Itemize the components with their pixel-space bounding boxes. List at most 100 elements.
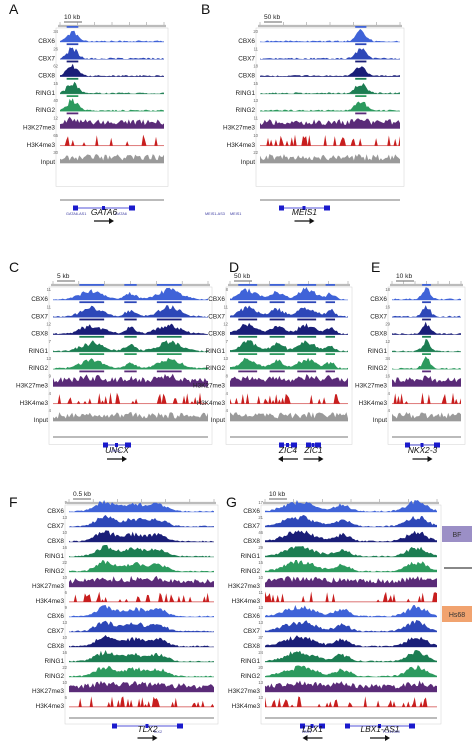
cell-type-label: Hs68 (449, 612, 465, 619)
peak-call-bar (79, 353, 105, 355)
peak-call-bar (238, 318, 258, 321)
track-max-value: 4 (49, 391, 52, 396)
gene-exon (310, 724, 314, 728)
track-max-value: 29 (258, 545, 263, 550)
cell-type-box (442, 526, 472, 542)
track-max-value: 12 (53, 116, 58, 121)
track-label-h3k27me3: H3K27me3 (32, 583, 64, 590)
signal-input (53, 412, 208, 422)
track-label-cbx7: CBX7 (47, 523, 64, 530)
track-label-ring1: RING1 (367, 348, 387, 355)
peak-call-bar (79, 335, 105, 338)
track-max-value: 9 (49, 374, 52, 379)
track-label-cbx8: CBX8 (238, 73, 255, 80)
track-max-value: 7 (226, 339, 229, 344)
peak-call-bar (79, 318, 105, 321)
track-max-value: 12 (223, 322, 228, 327)
gene-exon (73, 205, 78, 211)
track-max-value: 16 (385, 374, 390, 379)
panel-frame (387, 286, 466, 445)
track-max-value: 11 (224, 304, 229, 309)
signal-cbx6 (265, 500, 437, 512)
peak-call-bar (422, 353, 431, 355)
gene-exon (177, 723, 183, 729)
track-max-value: 6 (65, 695, 68, 700)
peak-call-bar (325, 301, 336, 304)
track-max-value: 20 (253, 29, 258, 34)
track-max-value: 10 (253, 133, 258, 138)
arrow-head (122, 456, 127, 462)
signal-ring1 (53, 340, 208, 352)
track-max-value: 12 (46, 322, 51, 327)
track-label-ring2: RING2 (205, 365, 225, 372)
signal-h3k4me3 (260, 134, 400, 146)
track-label-cbx7: CBX7 (47, 628, 64, 635)
track-label-cbx6: CBX6 (38, 38, 55, 45)
track-max-value: 13 (46, 356, 51, 361)
signal-cbx6 (230, 287, 348, 300)
peak-call-bar (124, 335, 137, 338)
peak-call-bar (124, 318, 137, 321)
track-label-h3k4me3: H3K4me3 (232, 703, 261, 710)
track-max-value: 22 (253, 150, 258, 155)
signal-cbx8 (265, 635, 437, 647)
track-max-value: 18 (253, 64, 258, 69)
track-label-input: Input (34, 417, 48, 424)
signal-ring2 (60, 98, 164, 112)
track-max-value: 20 (258, 665, 263, 670)
track-label-ring1: RING1 (35, 90, 55, 97)
track-label-cbx6: CBX6 (47, 613, 64, 620)
track-max-value: 65 (53, 133, 58, 138)
signal-cbx6 (260, 29, 400, 42)
signal-h3k4me3 (265, 696, 437, 707)
track-label-cbx6: CBX6 (243, 613, 260, 620)
track-max-value: 10 (62, 635, 67, 640)
peak-call-bar (124, 284, 137, 286)
peak-call-bar (238, 335, 258, 338)
arrow-head (318, 456, 324, 462)
track-max-value: 10 (258, 575, 263, 580)
track-label-h3k27me3: H3K27me3 (16, 383, 48, 390)
track-max-value: 24 (258, 650, 263, 655)
panel-frame (55, 27, 169, 187)
gene-exon (311, 443, 315, 447)
signal-cbx8 (60, 63, 164, 77)
panel-frame (255, 27, 405, 187)
track-label-h3k4me3: H3K4me3 (359, 400, 388, 407)
track-label-ring2: RING2 (240, 673, 260, 680)
gene-exon (434, 442, 440, 448)
gene-name: ZIC4 (278, 445, 297, 455)
track-max-value: 18 (385, 287, 390, 292)
track-label-cbx7: CBX7 (370, 313, 387, 320)
signal-h3k27me3 (230, 374, 348, 387)
peak-call-bar (238, 370, 258, 373)
peak-call-bar (422, 370, 431, 373)
gene-name: MEIS1 (292, 207, 317, 217)
track-max-value: 4 (226, 391, 229, 396)
peak-call-bar (238, 301, 258, 304)
track-label-ring1: RING1 (44, 553, 64, 560)
cell-type-label: BF (453, 532, 462, 539)
peak-call-bar (66, 43, 79, 46)
peak-call-bar (238, 353, 258, 355)
signal-h3k27me3 (265, 680, 437, 692)
arrow-head (427, 456, 433, 462)
gene-exon (315, 442, 321, 448)
gene-exon (319, 723, 325, 729)
signal-input (392, 412, 461, 422)
gene-name: TLX2 (137, 724, 157, 734)
track-max-value: 13 (223, 356, 228, 361)
signal-cbx8 (260, 66, 400, 77)
track-label-h3k4me3: H3K4me3 (197, 400, 226, 407)
signal-cbx7 (69, 620, 214, 632)
signal-cbx7 (265, 515, 437, 527)
track-max-value: 11 (259, 590, 264, 595)
track-max-value: 26 (53, 46, 58, 51)
track-label-cbx8: CBX8 (370, 331, 387, 338)
gene-name: LBX1-AS1 (360, 724, 399, 734)
arrow-head (302, 735, 308, 741)
signal-cbx8 (69, 530, 214, 542)
track-label-cbx7: CBX7 (38, 55, 55, 62)
signal-h3k27me3 (69, 575, 214, 587)
